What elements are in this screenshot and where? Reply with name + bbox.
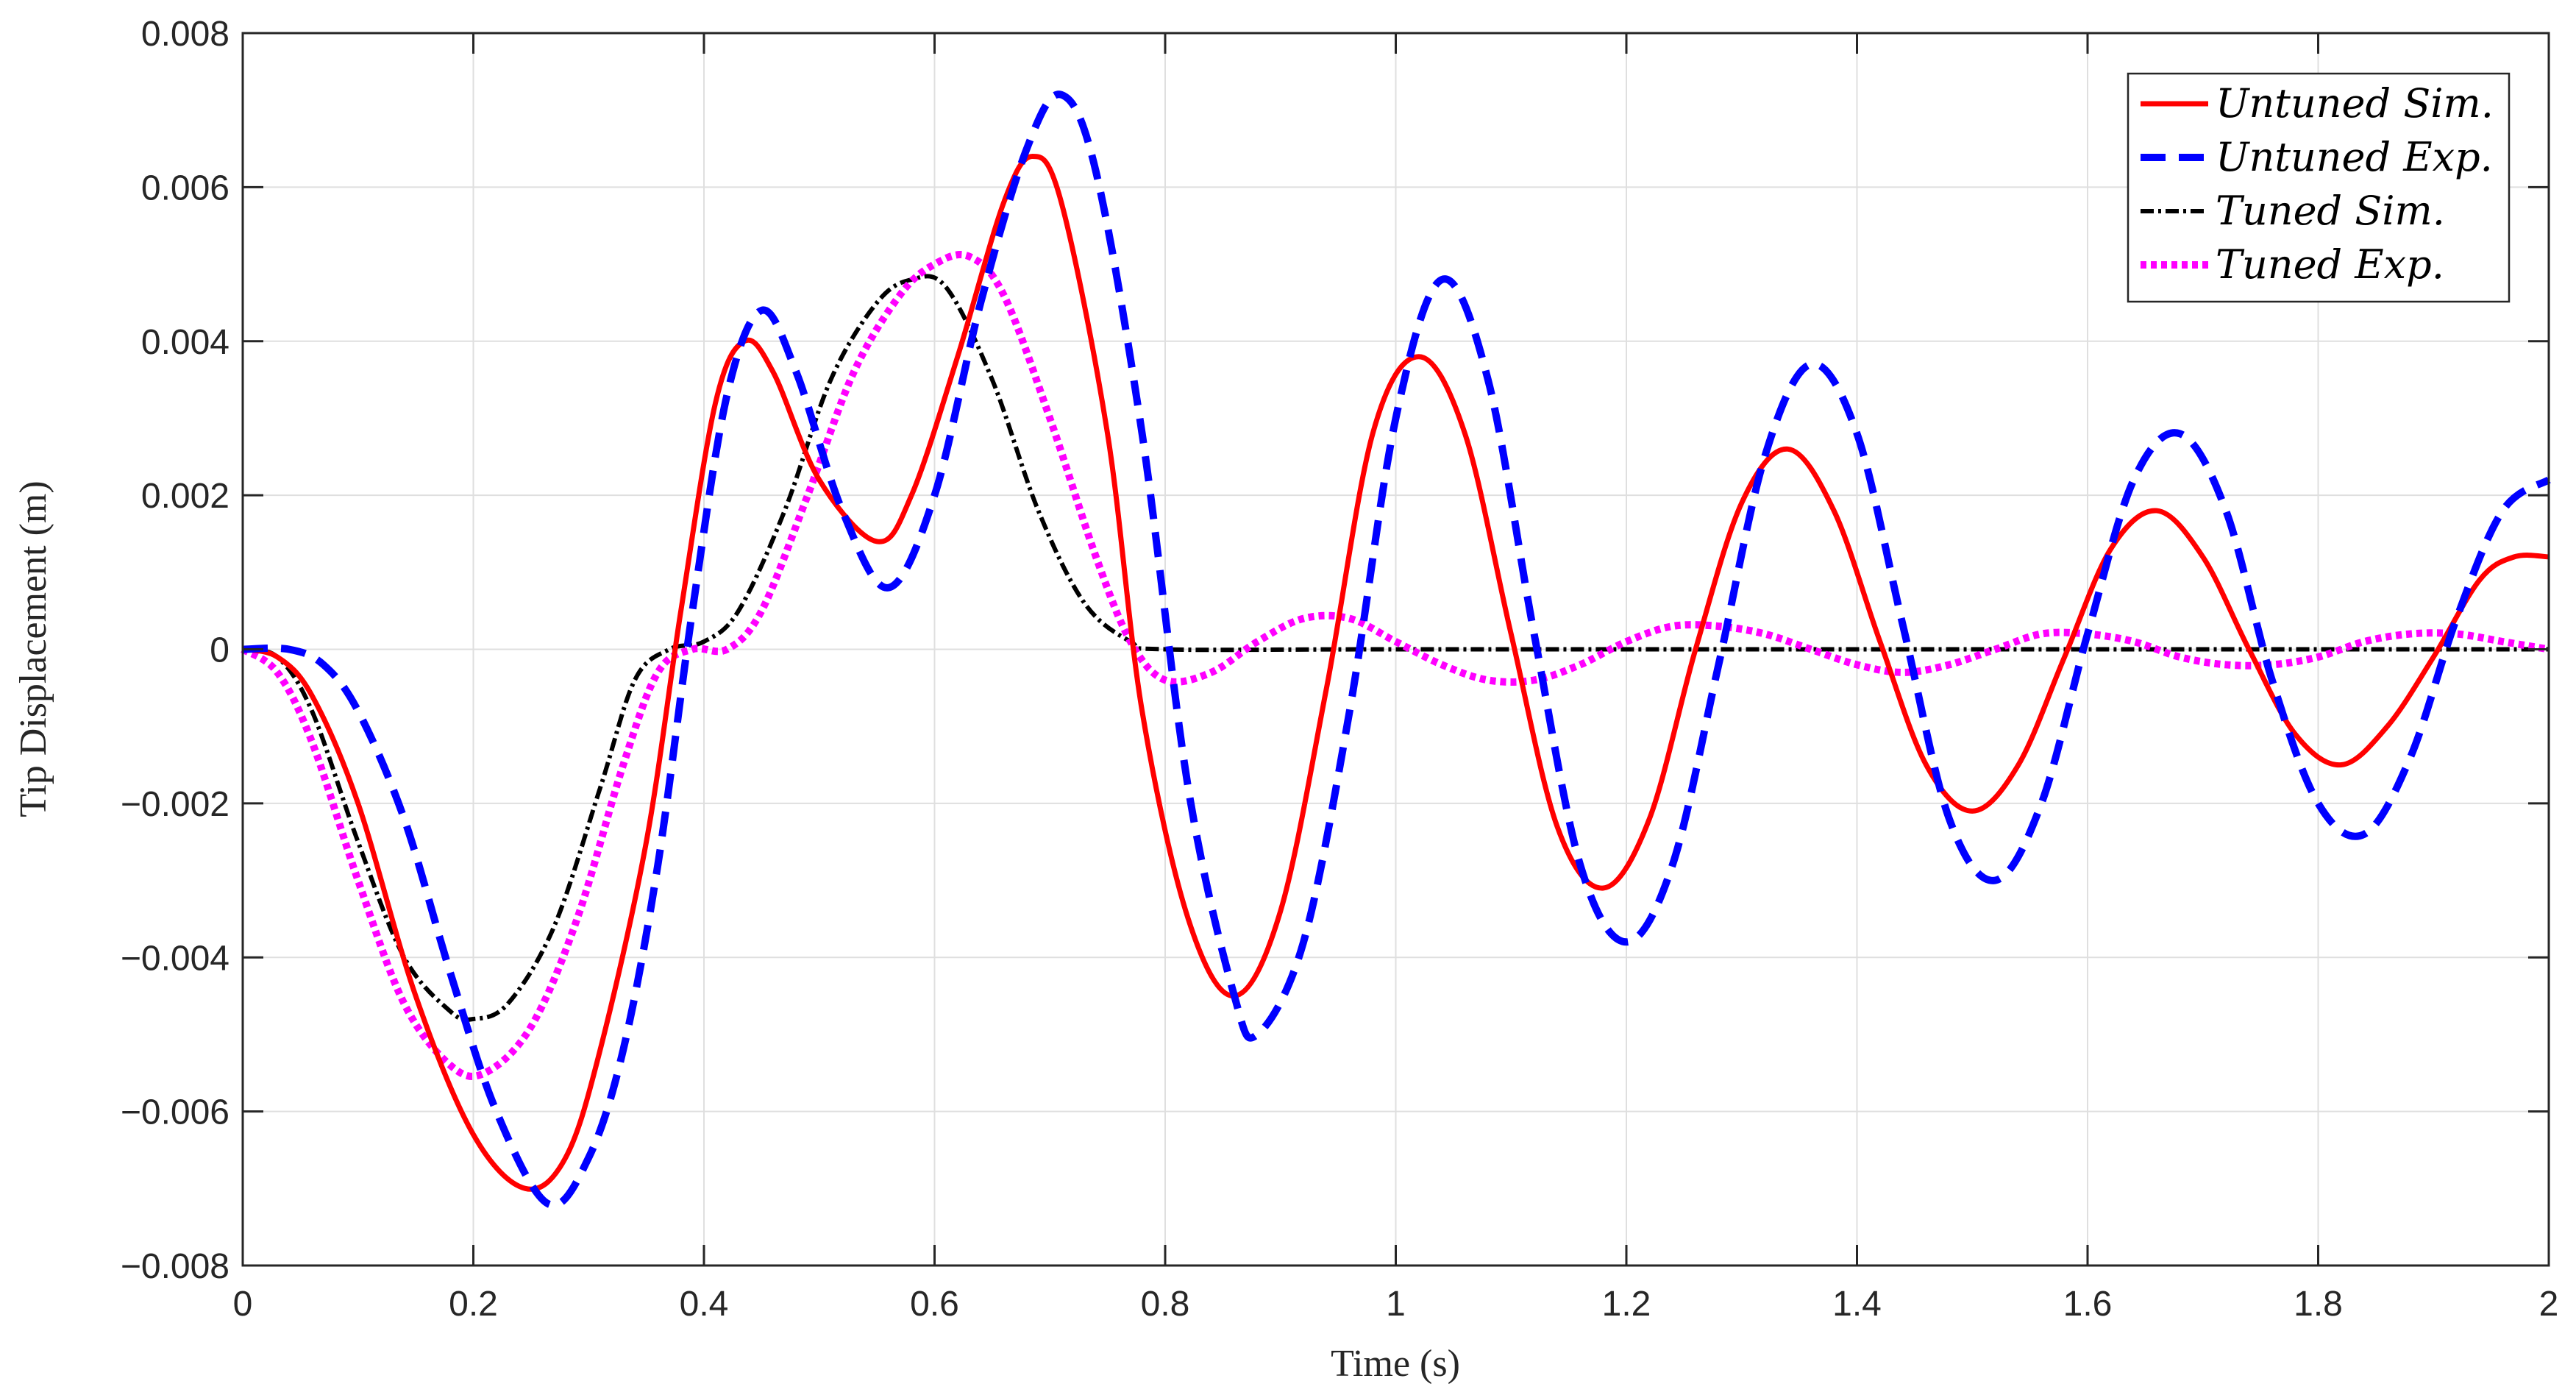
x-tick-label: 1.4 <box>1832 1285 1882 1324</box>
x-tick-label: 2 <box>2539 1285 2559 1324</box>
series-lines <box>241 90 2551 1209</box>
legend-label-untuned-exp: Untuned Exp. <box>2216 134 2493 180</box>
x-tick-label: 0.4 <box>680 1285 729 1324</box>
x-tick-label: 1.6 <box>2063 1285 2113 1324</box>
y-tick-label: 0 <box>210 631 230 670</box>
x-tick-label: 1.2 <box>1602 1285 1651 1324</box>
y-tick-label: −0.002 <box>121 785 230 824</box>
series-line-untuned-sim <box>242 154 2550 1192</box>
x-tick-label: 0 <box>233 1285 253 1324</box>
x-tick-label: 1.8 <box>2294 1285 2343 1324</box>
y-tick-label: 0.008 <box>141 15 230 54</box>
y-tick-label: 0.006 <box>141 168 230 207</box>
y-tick-label: −0.004 <box>121 939 230 978</box>
y-tick-label: 0.004 <box>141 323 230 362</box>
y-tick-label: −0.006 <box>121 1093 230 1132</box>
legend-label-tuned-sim: Tuned Sim. <box>2216 188 2445 234</box>
x-tick-label: 0.8 <box>1141 1285 1190 1324</box>
y-axis-label: Tip Displacement (m) <box>13 480 54 817</box>
y-tick-label: 0.002 <box>141 477 230 516</box>
legend: Untuned Sim. Untuned Exp. Tuned Sim. Tun… <box>2127 72 2511 303</box>
x-tick-label: 0.2 <box>449 1285 498 1324</box>
legend-label-untuned-sim: Untuned Sim. <box>2216 80 2494 127</box>
legend-label-tuned-exp: Tuned Exp. <box>2216 241 2444 288</box>
series-line-untuned-exp <box>242 90 2551 1209</box>
tick-labels: 0 0.2 0.4 0.6 0.8 1 1.2 1.4 1.6 1.8 2 −0.008 −0.006 −… <box>121 15 2559 1324</box>
legend-box <box>2127 72 2511 303</box>
axis-ticks <box>241 32 2550 1267</box>
x-tick-label: 1 <box>1386 1285 1406 1324</box>
x-axis-label: Time (s) <box>1331 1343 1460 1385</box>
x-tick-label: 0.6 <box>910 1285 959 1324</box>
y-tick-label: −0.008 <box>121 1247 230 1286</box>
